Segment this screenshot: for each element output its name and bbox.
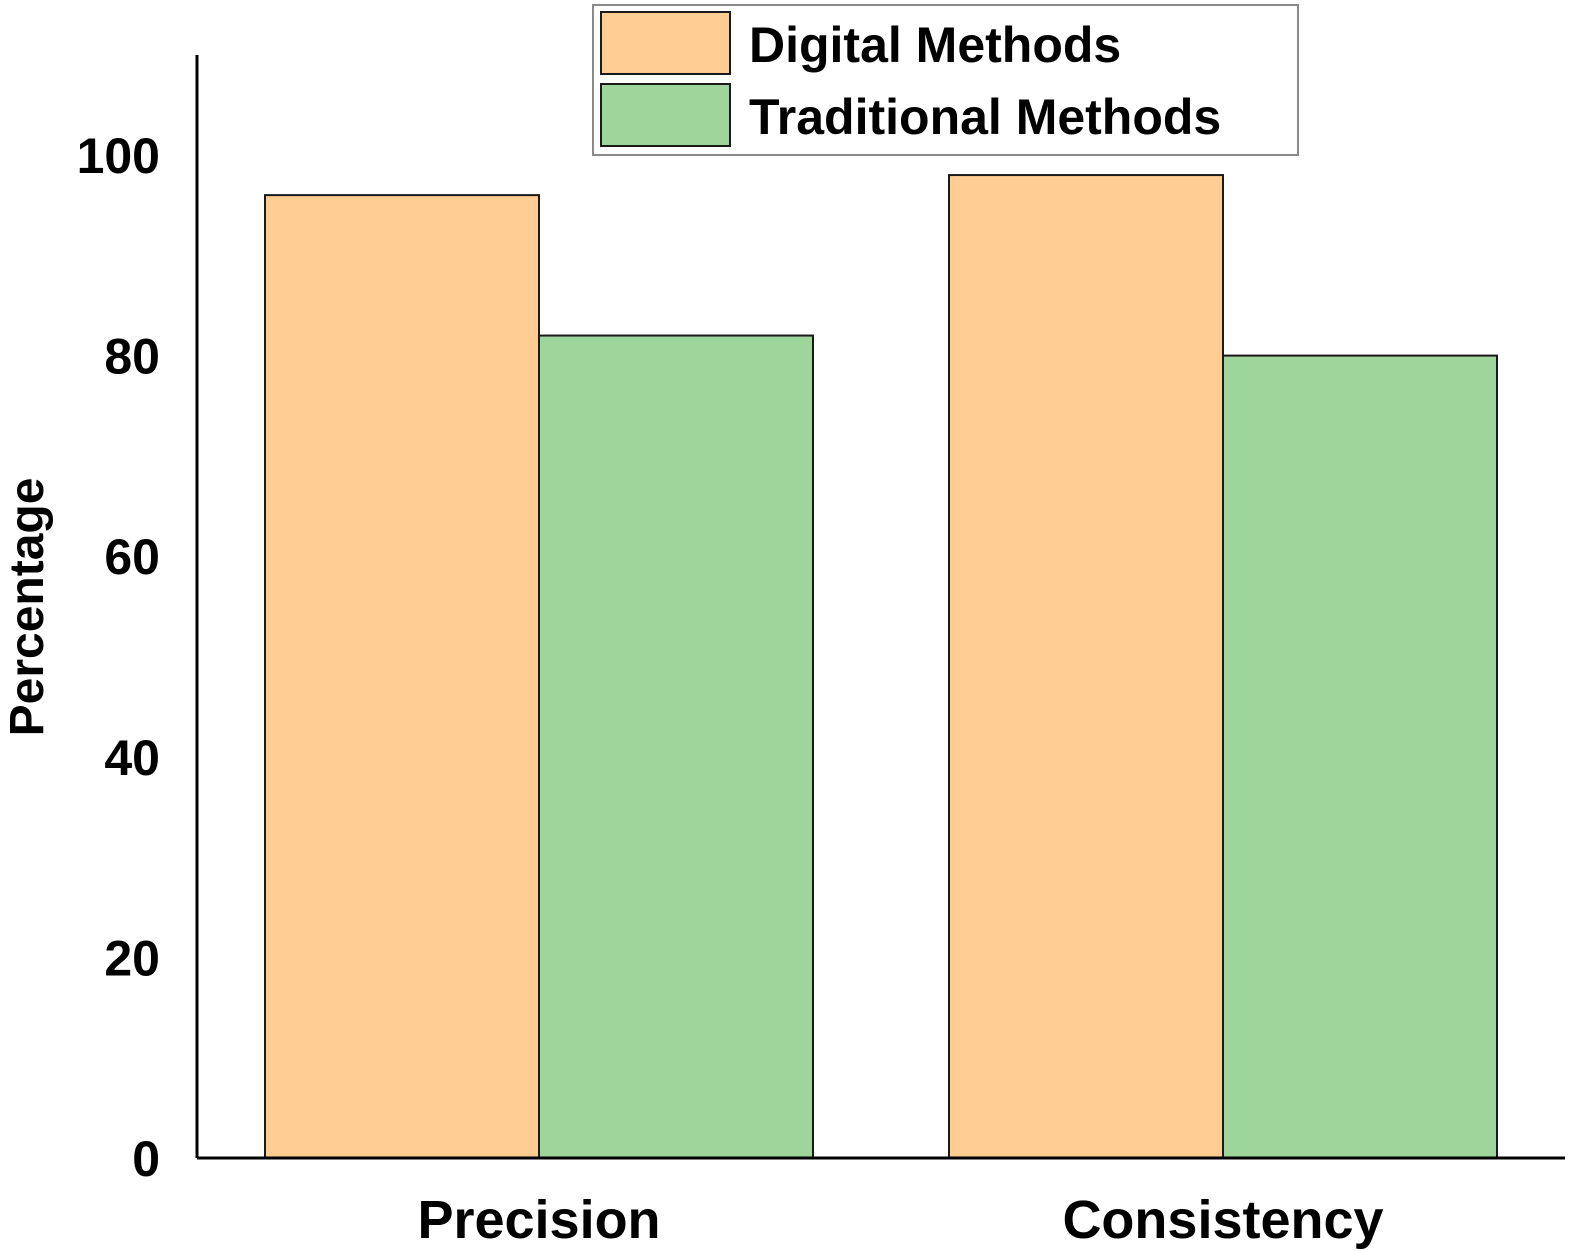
y-tick-label-60: 60 [104, 529, 160, 585]
y-tick-label-80: 80 [104, 329, 160, 385]
x-tick-label-precision: Precision [417, 1190, 660, 1250]
bar-precision-traditional-methods [538, 334, 814, 1160]
legend-swatch-digital-methods [600, 11, 731, 75]
legend-label-traditional-methods: Traditional Methods [749, 89, 1221, 145]
y-tick-label-100: 100 [77, 128, 160, 184]
legend-swatch-traditional-methods [600, 83, 731, 147]
bar-consistency-digital-methods [948, 174, 1224, 1159]
y-tick-label-40: 40 [104, 730, 160, 786]
bar-consistency-traditional-methods [1222, 354, 1498, 1160]
legend: Digital Methods Traditional Methods [592, 4, 1299, 156]
x-tick-label-consistency: Consistency [1062, 1190, 1383, 1250]
x-axis: Precision Consistency [197, 1156, 1565, 1250]
y-axis: 0 20 40 60 80 100 [77, 55, 199, 1187]
bar-precision-digital-methods [264, 194, 540, 1159]
y-axis-title: Percentage [1, 478, 54, 737]
y-tick-label-20: 20 [104, 930, 160, 986]
plot-area [264, 174, 1498, 1160]
y-tick-label-0: 0 [132, 1131, 160, 1187]
legend-label-digital-methods: Digital Methods [749, 17, 1121, 73]
